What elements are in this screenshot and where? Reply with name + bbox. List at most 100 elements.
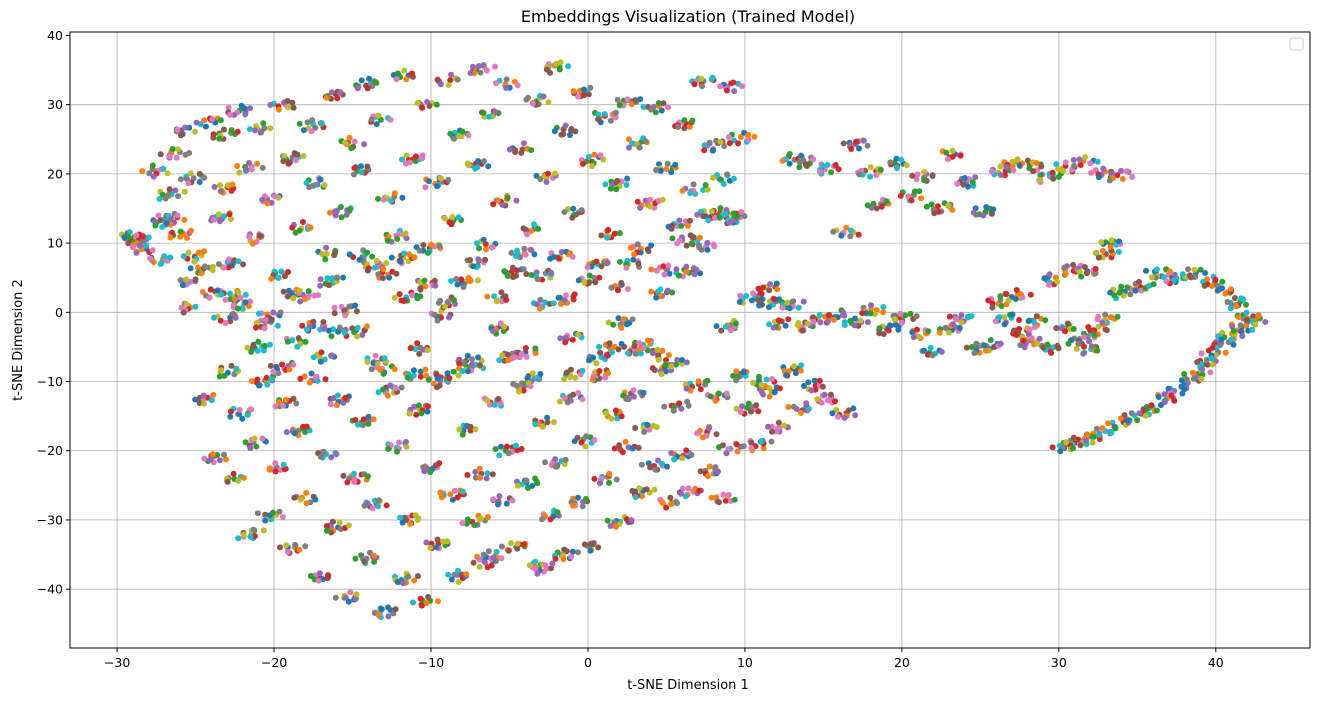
- scatter-point: [805, 405, 812, 412]
- scatter-point: [491, 293, 498, 300]
- scatter-point: [505, 547, 512, 554]
- scatter-point: [277, 544, 283, 551]
- scatter-point: [509, 264, 516, 271]
- scatter-point: [668, 501, 675, 508]
- scatter-point: [1114, 172, 1121, 179]
- scatter-point: [909, 329, 916, 336]
- scatter-point: [584, 264, 591, 271]
- scatter-point: [548, 565, 555, 572]
- scatter-point: [267, 362, 274, 369]
- scatter-point: [597, 480, 603, 487]
- scatter-point: [827, 391, 834, 398]
- scatter-point: [532, 421, 539, 428]
- scatter-point: [893, 155, 900, 162]
- scatter-point: [745, 132, 752, 138]
- scatter-point: [438, 494, 445, 501]
- scatter-point: [307, 224, 314, 231]
- scatter-point: [997, 163, 1004, 170]
- scatter-point: [340, 472, 347, 479]
- scatter-point: [675, 272, 682, 279]
- scatter-point: [475, 354, 482, 361]
- scatter-point: [183, 235, 190, 241]
- scatter-point: [755, 408, 762, 415]
- scatter-point: [542, 562, 549, 569]
- scatter-point: [745, 136, 752, 143]
- scatter-point: [283, 396, 289, 403]
- y-tick-label: 20: [47, 166, 63, 181]
- scatter-point: [944, 156, 951, 163]
- scatter-point: [424, 98, 431, 105]
- scatter-point: [404, 374, 411, 381]
- scatter-point: [425, 594, 432, 600]
- scatter-point: [1142, 412, 1149, 419]
- scatter-point: [630, 387, 637, 394]
- scatter-point: [451, 487, 458, 494]
- scatter-point: [658, 371, 665, 378]
- scatter-point: [221, 126, 227, 133]
- scatter-point: [568, 126, 575, 132]
- scatter-point: [302, 543, 309, 550]
- scatter-point: [431, 311, 438, 318]
- scatter-point: [808, 387, 815, 394]
- scatter-point: [965, 183, 971, 190]
- scatter-point: [519, 380, 525, 387]
- scatter-point: [284, 98, 291, 104]
- scatter-point: [646, 426, 653, 433]
- scatter-point: [284, 338, 291, 345]
- scatter-point: [687, 190, 694, 197]
- scatter-point: [575, 277, 582, 284]
- scatter-point: [394, 235, 401, 242]
- scatter-point: [1199, 366, 1206, 373]
- scatter-point: [1070, 445, 1076, 452]
- scatter-point: [722, 497, 729, 504]
- scatter-point: [830, 228, 837, 235]
- scatter-point: [521, 541, 527, 548]
- scatter-point: [380, 196, 387, 203]
- scatter-point: [529, 370, 536, 377]
- scatter-point: [358, 163, 364, 170]
- scatter-point: [797, 367, 804, 374]
- scatter-point: [281, 466, 288, 473]
- scatter-point: [575, 549, 581, 556]
- scatter-point: [485, 163, 492, 170]
- scatter-point: [1116, 238, 1123, 245]
- scatter-point: [140, 233, 146, 240]
- scatter-point: [832, 398, 838, 405]
- scatter-point: [1070, 326, 1077, 332]
- scatter-point: [667, 494, 674, 501]
- scatter-point: [368, 116, 375, 123]
- scatter-point: [766, 385, 773, 392]
- scatter-point: [403, 443, 410, 450]
- scatter-point: [364, 323, 370, 330]
- scatter-point: [523, 96, 530, 103]
- scatter-point: [157, 261, 164, 267]
- scatter-point: [562, 122, 569, 129]
- scatter-point: [724, 171, 731, 178]
- scatter-point: [1030, 168, 1037, 175]
- scatter-point: [162, 195, 169, 202]
- scatter-point: [366, 75, 373, 82]
- scatter-point: [856, 145, 862, 152]
- scatter-point: [996, 314, 1003, 321]
- scatter-point: [315, 292, 322, 299]
- scatter-point: [448, 221, 455, 228]
- scatter-point: [333, 451, 340, 458]
- scatter-point: [333, 402, 340, 409]
- scatter-point: [664, 287, 671, 294]
- scatter-point: [253, 443, 260, 450]
- scatter-point: [644, 421, 651, 428]
- scatter-point: [328, 454, 335, 461]
- scatter-point: [308, 370, 315, 377]
- scatter-point: [766, 304, 772, 311]
- scatter-point: [523, 353, 530, 360]
- scatter-point: [484, 397, 491, 404]
- scatter-point: [374, 361, 381, 367]
- scatter-point: [149, 247, 156, 254]
- scatter-point: [631, 251, 638, 258]
- scatter-point: [490, 201, 497, 208]
- scatter-point: [163, 220, 170, 227]
- scatter-point: [586, 357, 592, 364]
- scatter-point: [1041, 275, 1048, 282]
- scatter-point: [496, 493, 503, 500]
- scatter-point: [585, 153, 592, 160]
